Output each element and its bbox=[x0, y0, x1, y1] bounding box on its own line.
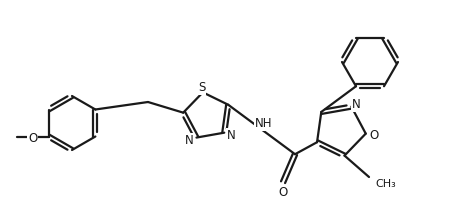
Text: N: N bbox=[227, 129, 236, 142]
Text: S: S bbox=[198, 81, 206, 94]
Text: O: O bbox=[28, 131, 37, 145]
Text: N: N bbox=[185, 133, 194, 147]
Text: CH₃: CH₃ bbox=[375, 179, 396, 189]
Text: NH: NH bbox=[255, 118, 273, 130]
Text: N: N bbox=[352, 98, 361, 111]
Text: O: O bbox=[278, 186, 288, 199]
Text: O: O bbox=[369, 129, 379, 142]
